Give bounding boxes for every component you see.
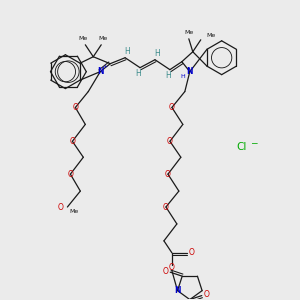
Text: H: H bbox=[181, 74, 185, 79]
Text: Me: Me bbox=[207, 33, 216, 38]
Text: O: O bbox=[169, 263, 175, 272]
Text: H: H bbox=[165, 71, 171, 80]
Text: O: O bbox=[189, 248, 195, 257]
Text: O: O bbox=[69, 137, 75, 146]
Text: +: + bbox=[103, 64, 108, 69]
Text: O: O bbox=[162, 267, 168, 276]
Text: Me: Me bbox=[184, 30, 194, 35]
Text: O: O bbox=[204, 290, 210, 299]
Text: N: N bbox=[174, 286, 181, 295]
Text: O: O bbox=[58, 202, 63, 211]
Text: O: O bbox=[169, 103, 175, 112]
Text: Cl: Cl bbox=[236, 142, 247, 152]
Text: O: O bbox=[68, 170, 73, 179]
Text: O: O bbox=[72, 103, 78, 112]
Text: N: N bbox=[187, 67, 193, 76]
Text: O: O bbox=[165, 170, 171, 179]
Text: Me: Me bbox=[99, 36, 108, 41]
Text: H: H bbox=[135, 69, 141, 78]
Text: O: O bbox=[167, 137, 173, 146]
Text: N: N bbox=[97, 67, 104, 76]
Text: −: − bbox=[250, 138, 257, 147]
Text: H: H bbox=[154, 49, 160, 58]
Text: O: O bbox=[163, 202, 169, 211]
Text: H: H bbox=[124, 47, 130, 56]
Text: Me: Me bbox=[69, 209, 79, 214]
Text: Me: Me bbox=[79, 36, 88, 41]
